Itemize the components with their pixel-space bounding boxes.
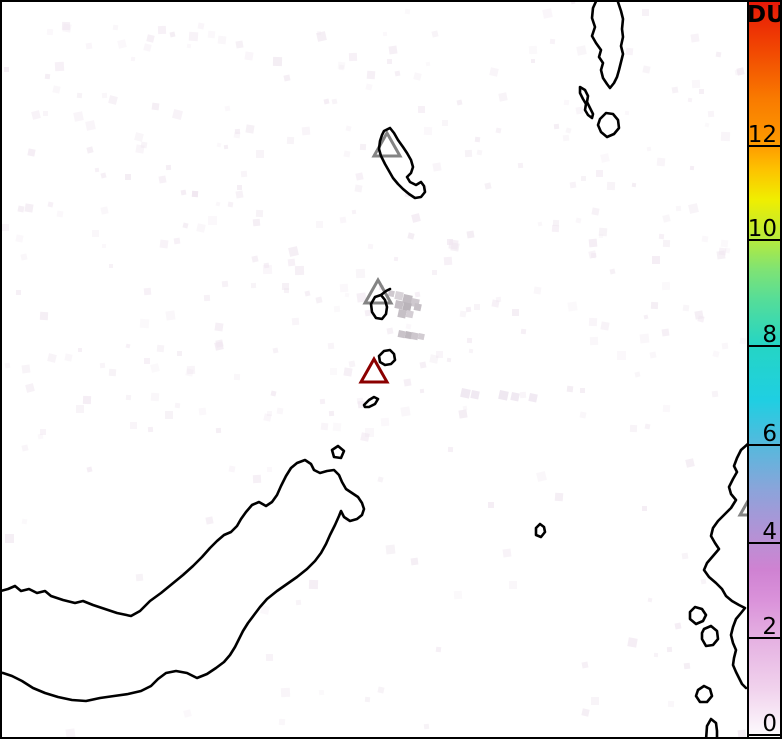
so2-plume-pixel [387, 290, 395, 298]
so2-plume-pixel [410, 332, 419, 341]
small-islet-south-fill [364, 397, 378, 407]
map-frame-bottom [0, 737, 747, 739]
colorbar-tick-label: 10 [747, 216, 777, 242]
siau-island-coastline [369, 293, 389, 321]
so2-plume-pixel [397, 309, 407, 319]
west-halmahera-islet-1-coastline [688, 605, 708, 626]
so2-plume-pixel [394, 300, 404, 310]
colorbar-units-label: DU [747, 2, 782, 28]
karakelang-island-fill [592, 0, 623, 88]
so2-plume-pixel [528, 393, 538, 403]
west-halmahera-islet-2-coastline [700, 624, 720, 648]
colorbar-tick-line [747, 145, 782, 147]
colorbar: 12 10 8 6 4 2 0 DU [747, 0, 782, 739]
kabaruan-island-fill [598, 113, 619, 137]
colorbar-tick-line [747, 542, 782, 544]
small-islet-south-coastline [362, 395, 380, 409]
colorbar-tick-line [747, 345, 782, 347]
colorbar-tick-line [747, 734, 782, 736]
salibabu-island-coastline [578, 85, 595, 120]
so2-plume-pixel [402, 302, 412, 312]
colorbar-tick-line [747, 637, 782, 639]
colorbar-border-right [780, 0, 782, 739]
so2-plume-pixel [397, 330, 406, 339]
west-halmahera-islet-2-fill [702, 626, 718, 646]
colorbar-tick-label: 4 [762, 519, 777, 545]
so2-plume-pixel [498, 390, 509, 401]
tagulandang-island-coastline [377, 348, 397, 367]
map-frame-top [0, 0, 747, 2]
colorbar-border-top [747, 0, 782, 2]
colorbar-border-left [747, 0, 749, 739]
coastline-and-marker-layer [0, 0, 747, 739]
so2-plume-pixel [404, 331, 413, 340]
west-halmahera-islet-3-coastline [694, 684, 714, 704]
so2-plume-pixel [413, 302, 422, 312]
so2-plume-pixel [405, 309, 414, 319]
so2-plume-pixel [417, 333, 425, 341]
sangihe-island-fill [379, 128, 425, 198]
volcano-erupting-red-triangle-icon [358, 355, 390, 384]
sangihe-island-coastline [377, 126, 427, 200]
colorbar-tick-label: 6 [762, 421, 777, 447]
so2-plume-pixel [510, 392, 520, 402]
colorbar-tick-label: 8 [762, 322, 777, 348]
bottom-edge-islet-coastline [704, 717, 719, 739]
so2-plume-pixel [402, 294, 413, 305]
volcano-east-clipped-triangle-icon [737, 499, 747, 517]
map-frame-left [0, 0, 2, 739]
sulawesi-peninsula-fill [0, 460, 364, 701]
so2-plume-pixel [460, 388, 471, 399]
colorbar-tick-label: 2 [762, 614, 777, 640]
teardrop-islet-coastline [534, 522, 547, 539]
siau-tail-coastline [379, 287, 392, 297]
map-canvas [0, 0, 747, 739]
colorbar-tick-label: 0 [762, 711, 777, 737]
colorbar-tick-line [747, 239, 782, 241]
colorbar-gradient [747, 0, 782, 739]
sulawesi-peninsula-coastline [0, 458, 366, 703]
karakelang-island-coastline [590, 0, 625, 90]
colorbar-tick-line [747, 444, 782, 446]
so2-plume-pixel [394, 291, 404, 301]
colorbar-border-bottom [747, 737, 782, 739]
colorbar-tick-label: 12 [747, 122, 777, 148]
siau-island-fill [371, 295, 387, 319]
kabaruan-island-coastline [596, 111, 621, 139]
bangka-islet-coastline [330, 444, 346, 460]
so2-plume-pixel [470, 390, 480, 400]
halmahera-coast-coastline [702, 443, 747, 690]
